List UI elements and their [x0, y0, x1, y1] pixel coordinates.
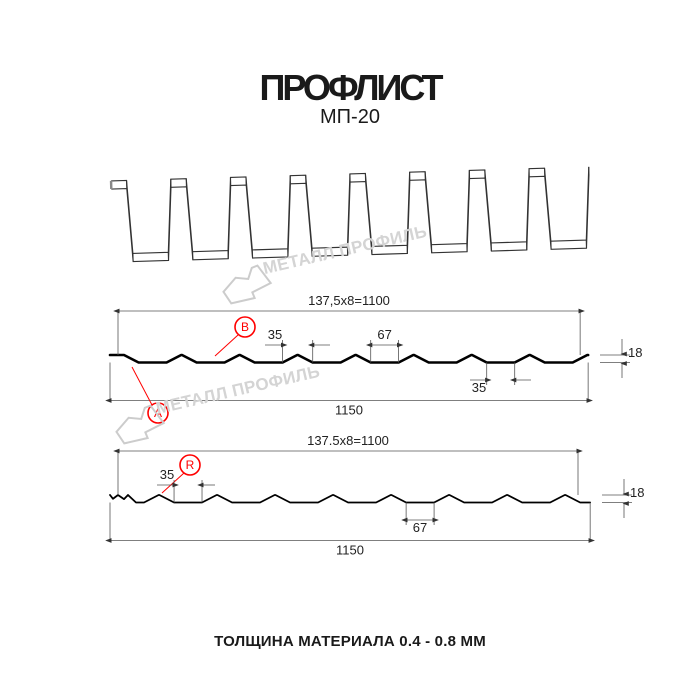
svg-text:35: 35	[472, 380, 486, 395]
svg-text:18: 18	[628, 345, 642, 360]
svg-text:18: 18	[630, 485, 644, 500]
svg-text:67: 67	[413, 520, 427, 535]
svg-text:1150: 1150	[336, 543, 364, 558]
svg-text:67: 67	[377, 327, 391, 342]
